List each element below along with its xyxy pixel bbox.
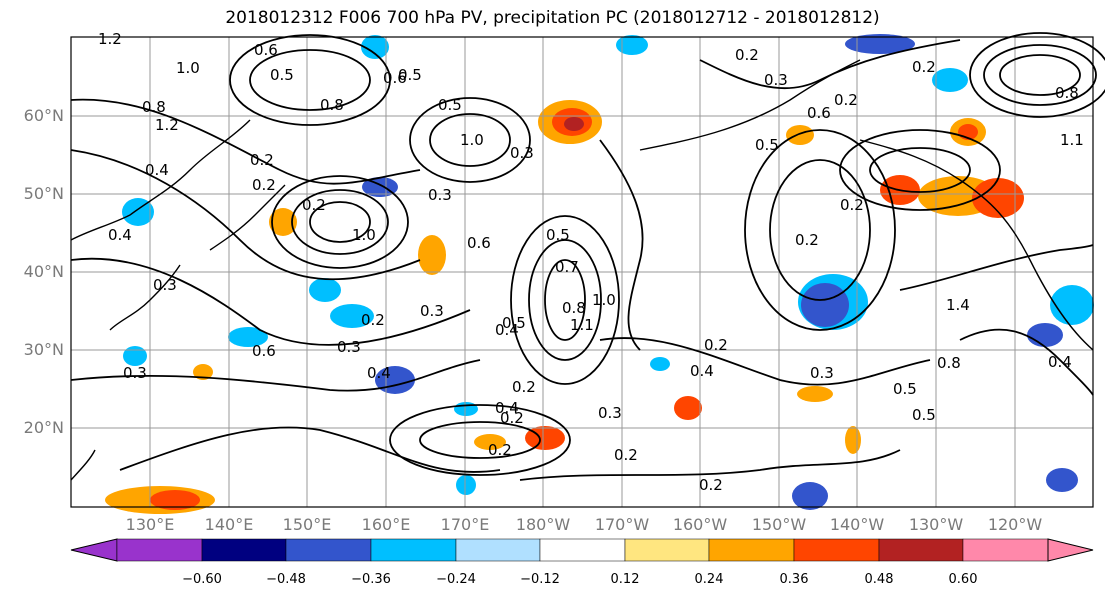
- lon-label-130e: 130°E: [125, 515, 175, 534]
- contour-label: 1.0: [460, 131, 484, 149]
- contour-label: 0.6: [254, 41, 278, 59]
- contour-label: 0.2: [704, 336, 728, 354]
- contour-label: 0.2: [512, 378, 536, 396]
- contour-label: 0.5: [270, 66, 294, 84]
- lon-label-150w: 150°W: [751, 515, 807, 534]
- contour-label: 0.8: [320, 96, 344, 114]
- contour-label: 0.2: [912, 58, 936, 76]
- contour-label: 1.1: [570, 316, 594, 334]
- contour-label: 0.2: [252, 176, 276, 194]
- contour-label: 0.6: [807, 104, 831, 122]
- contour-label: 0.4: [145, 161, 169, 179]
- colorbar-tick-label: −0.36: [351, 572, 391, 587]
- colorbar-tick-label: 0.48: [864, 572, 894, 587]
- contour-label: 0.7: [555, 258, 579, 276]
- contour-label: 0.3: [764, 71, 788, 89]
- colorbar-tick-label: −0.48: [266, 572, 306, 587]
- contour-label: 0.5: [546, 226, 570, 244]
- contour-label: 1.2: [98, 30, 122, 48]
- colorbar-tick-label: 0.36: [779, 572, 809, 587]
- colorbar-tick-label: −0.60: [182, 572, 222, 587]
- contour-label: 0.2: [699, 476, 723, 494]
- contour-label: 0.2: [250, 151, 274, 169]
- lon-label-170w: 170°W: [594, 515, 650, 534]
- map-frame: [70, 36, 1094, 508]
- lat-label-60n: 60°N: [23, 106, 64, 125]
- contour-label: 0.8: [1055, 84, 1079, 102]
- contour-label: 0.6: [252, 342, 276, 360]
- contour-label: 0.3: [810, 364, 834, 382]
- contour-label: 1.0: [176, 59, 200, 77]
- contour-label: 0.4: [1048, 353, 1072, 371]
- lon-label-140w: 140°W: [829, 515, 885, 534]
- precip-shading: [105, 34, 1094, 514]
- lon-label-120w: 120°W: [987, 515, 1043, 534]
- colorbar-tick-label: 0.12: [610, 572, 640, 587]
- lat-label-20n: 20°N: [23, 418, 64, 437]
- contour-label: 0.5: [893, 380, 917, 398]
- contour-label: 0.4: [495, 399, 519, 417]
- lon-label-160e: 160°E: [361, 515, 411, 534]
- colorbar-tick-label: 0.24: [694, 572, 724, 587]
- contour-label: 0.2: [840, 196, 864, 214]
- lat-label-50n: 50°N: [23, 184, 64, 203]
- contour-label: 0.2: [361, 311, 385, 329]
- contour-label: 0.8: [562, 299, 586, 317]
- contour-label: 0.4: [108, 226, 132, 244]
- contour-label: 0.3: [337, 338, 361, 356]
- contour-label: 0.2: [834, 91, 858, 109]
- lon-label-170e: 170°E: [440, 515, 490, 534]
- contour-label: 1.0: [592, 291, 616, 309]
- contour-label: 0.3: [123, 364, 147, 382]
- contour-label: 0.4: [690, 362, 714, 380]
- lat-label-40n: 40°N: [23, 262, 64, 281]
- contour-label: 0.4: [367, 364, 391, 382]
- contour-label: 0.3: [420, 302, 444, 320]
- contour-label: 1.2: [155, 116, 179, 134]
- colorbar-tick-label: −0.12: [520, 572, 560, 587]
- contour-label: 1.4: [946, 296, 970, 314]
- contour-labels: 1.20.60.51.00.80.61.20.40.20.40.30.50.81…: [98, 30, 1084, 494]
- contour-label: 0.4: [495, 321, 519, 339]
- contour-label: 0.2: [302, 196, 326, 214]
- contour-label: 1.0: [352, 226, 376, 244]
- contour-label: 0.5: [912, 406, 936, 424]
- contour-label: 0.5: [398, 66, 422, 84]
- contour-label: 0.2: [795, 231, 819, 249]
- contour-label: 0.3: [153, 276, 177, 294]
- contour-label: 0.8: [142, 98, 166, 116]
- pv-contours: [70, 32, 1105, 481]
- contour-label: 0.2: [735, 46, 759, 64]
- colorbar-tick-label: −0.24: [436, 572, 476, 587]
- contour-label: 0.6: [467, 234, 491, 252]
- lat-label-30n: 30°N: [23, 340, 64, 359]
- contour-label: 0.2: [614, 446, 638, 464]
- coastlines: [70, 59, 1094, 481]
- contour-label: 0.3: [598, 404, 622, 422]
- lon-label-160w: 160°W: [672, 515, 728, 534]
- lon-label-150e: 150°E: [282, 515, 332, 534]
- contour-label: 0.5: [438, 96, 462, 114]
- contour-label: 0.6: [383, 69, 407, 87]
- contour-label: 0.3: [510, 144, 534, 162]
- contour-label: 0.5: [502, 314, 526, 332]
- contour-label: 1.1: [1060, 131, 1084, 149]
- lat-lon-grid: [71, 37, 1093, 507]
- contour-label: 0.2: [500, 409, 524, 427]
- colorbar-tick-label: 0.60: [948, 572, 978, 587]
- colorbar: [70, 538, 1094, 562]
- map-title: 2018012312 F006 700 hPa PV, precipitatio…: [225, 8, 880, 28]
- lon-label-130w: 130°W: [908, 515, 964, 534]
- lon-label-180w: 180°W: [515, 515, 571, 534]
- contour-label: 0.5: [755, 136, 779, 154]
- contour-label: 0.2: [488, 441, 512, 459]
- lon-label-140e: 140°E: [204, 515, 254, 534]
- contour-label: 0.3: [428, 186, 452, 204]
- contour-label: 0.8: [937, 354, 961, 372]
